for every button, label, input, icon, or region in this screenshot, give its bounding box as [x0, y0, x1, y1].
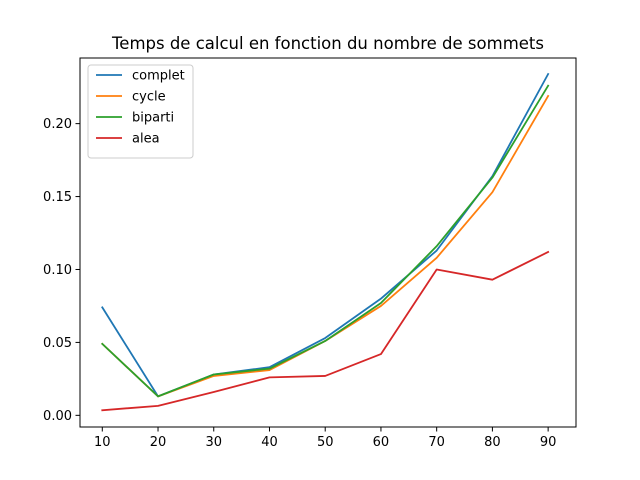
x-tick-label: 60 [373, 435, 390, 450]
legend-label-biparti: biparti [132, 111, 174, 126]
x-tick-label: 10 [94, 435, 111, 450]
axes-layer: 10 20 30 40 50 60 70 80 90 0.00 0.05 0.10 0.15 0.20 [43, 57, 577, 450]
series-line-alea [101, 250, 550, 412]
chart-title: Temps de calcul en fonction du nombre de… [111, 34, 544, 53]
x-tick-label: 20 [150, 435, 167, 450]
y-tick-label: 0.05 [43, 336, 72, 351]
x-tick-label: 40 [261, 435, 278, 450]
x-tick-label: 90 [540, 435, 557, 450]
legend: complet cycle biparti alea [87, 64, 194, 159]
legend-label-alea: alea [132, 132, 160, 147]
x-tick-label: 80 [484, 435, 501, 450]
x-tick-label: 30 [205, 435, 222, 450]
y-tick-label: 0.00 [43, 409, 72, 424]
x-tick-label: 70 [428, 435, 445, 450]
legend-box [87, 64, 194, 159]
series-line-biparti [101, 84, 550, 398]
y-tick-label: 0.15 [43, 190, 72, 205]
x-tick-label: 50 [317, 435, 334, 450]
legend-label-complet: complet [132, 69, 185, 84]
legend-label-cycle: cycle [132, 90, 166, 105]
plot-frame [79, 57, 577, 428]
series-layer [101, 72, 550, 412]
y-tick-label: 0.20 [43, 117, 72, 132]
y-tick-label: 0.10 [43, 263, 72, 278]
